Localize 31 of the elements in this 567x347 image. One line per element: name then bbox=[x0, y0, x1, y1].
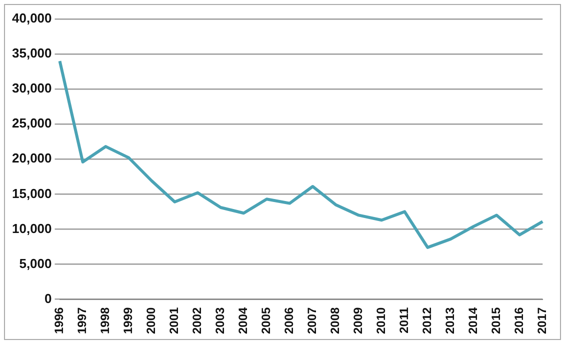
y-tick-label: 40,000 bbox=[12, 10, 52, 26]
x-tick-label: 2010 bbox=[374, 306, 388, 334]
x-tick-label: 2005 bbox=[259, 306, 274, 334]
x-tick-label: 2016 bbox=[512, 306, 526, 334]
x-tick-label: 2001 bbox=[167, 306, 182, 334]
y-tick-label: 30,000 bbox=[12, 80, 52, 96]
x-tick-label: 2013 bbox=[442, 306, 457, 334]
x-tick-label: 2008 bbox=[328, 306, 342, 334]
x-tick-label: 2007 bbox=[304, 306, 319, 334]
y-tick-label: 35,000 bbox=[12, 46, 52, 61]
x-tick-label: 2004 bbox=[236, 306, 250, 334]
x-tick-label: 2014 bbox=[466, 306, 480, 334]
y-tick-label: 0 bbox=[44, 290, 52, 306]
x-tick-label: 1999 bbox=[121, 306, 136, 334]
x-tick-label: 1997 bbox=[75, 306, 90, 334]
y-tick-label: 25,000 bbox=[12, 116, 52, 131]
x-tick-label: 2003 bbox=[213, 306, 228, 334]
x-tick-label: 2000 bbox=[144, 306, 158, 334]
y-tick-label: 20,000 bbox=[12, 150, 52, 166]
x-tick-label: 2017 bbox=[534, 306, 549, 334]
y-tick-label: 15,000 bbox=[12, 186, 52, 201]
x-tick-label: 1996 bbox=[52, 306, 66, 334]
y-tick-label: 5,000 bbox=[19, 256, 52, 271]
x-tick-label: 2009 bbox=[350, 306, 365, 334]
x-tick-label: 2012 bbox=[420, 306, 434, 334]
x-tick-label: 2006 bbox=[282, 306, 296, 334]
x-tick-label: 2011 bbox=[396, 306, 411, 334]
y-tick-label: 10,000 bbox=[12, 220, 52, 236]
x-tick-label: 2002 bbox=[190, 306, 204, 334]
x-tick-label: 2015 bbox=[488, 306, 503, 334]
x-tick-label: 1998 bbox=[98, 306, 112, 334]
